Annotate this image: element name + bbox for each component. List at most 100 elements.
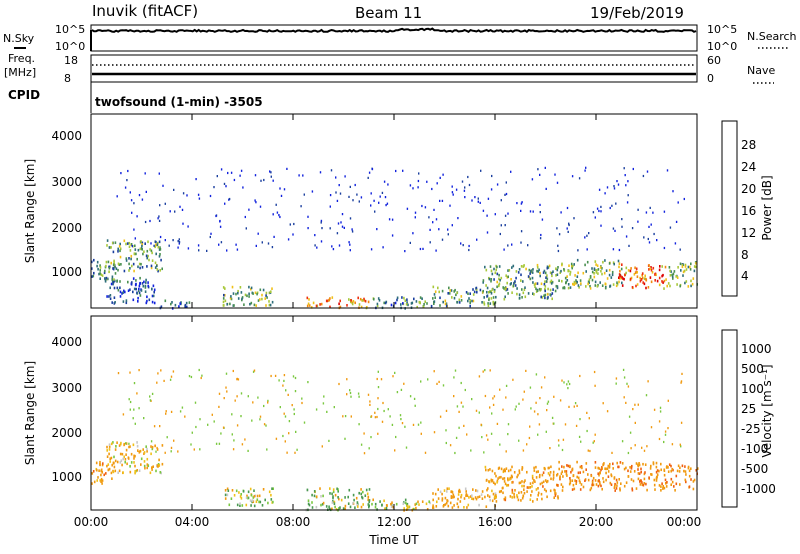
power-scatter-cell [613, 262, 615, 266]
power-scatter-cell [133, 287, 136, 291]
velocity-scatter-cell [122, 457, 124, 461]
power-speckle-cell [645, 211, 648, 214]
velocity-speckle-cell [492, 397, 494, 400]
velocity-speckle-cell [169, 378, 172, 381]
velocity-scatter-cell [569, 479, 572, 482]
velocity-scatter-cell [564, 470, 566, 473]
power-scatter-cell [608, 262, 611, 265]
velocity-scatter-cell [250, 493, 253, 497]
power-scatter-cell [229, 296, 232, 300]
velocity-scatter-cell [271, 487, 273, 490]
velocity-scatter-cell [602, 480, 605, 484]
power-speckle-cell [409, 241, 411, 244]
velocity-scatter-cell [100, 473, 102, 477]
power-scatter-cell [97, 267, 99, 271]
power-scatter-cell [487, 304, 490, 307]
power-scatter-cell [100, 273, 102, 276]
xtick-1200: 12:00 [377, 515, 412, 529]
velocity-scatter-cell [457, 505, 460, 509]
power-speckle-cell [451, 185, 453, 188]
power-speckle-cell [507, 212, 509, 215]
velocity-scatter-cell [639, 480, 641, 483]
velocity-speckle-cell [505, 396, 507, 399]
velocity-scatter-cell [357, 505, 359, 508]
power-scatter-cell [146, 295, 148, 299]
velocity-scatter-cell [552, 470, 555, 474]
power-speckle-cell [136, 215, 138, 218]
power-scatter-cell [426, 302, 428, 305]
power-scatter-cell [578, 286, 580, 289]
velocity-scatter-cell [367, 503, 370, 506]
power-scatter-cell [523, 288, 526, 291]
velocity-scatter-cell [656, 473, 659, 477]
power-scatter-cell [672, 272, 675, 276]
velocity-scatter-cell [607, 464, 610, 468]
power-speckle-cell [463, 189, 466, 192]
power-scatter-cell [472, 288, 474, 291]
velocity-speckle-cell [458, 410, 460, 413]
beam-title: Beam 11 [355, 4, 422, 22]
power-scatter-cell [248, 285, 250, 289]
power-scatter-cell [491, 288, 494, 291]
power-speckle-cell [480, 169, 482, 172]
velocity-speckle-cell [553, 395, 555, 398]
power-scatter-cell [689, 268, 692, 271]
power-scatter-cell [156, 264, 158, 268]
velocity-speckle-cell [546, 402, 549, 405]
velocity-scatter-cell [268, 490, 271, 494]
power-scatter-cell [444, 302, 447, 306]
power-speckle-cell [239, 174, 241, 177]
power-scatter-cell [691, 282, 694, 286]
velocity-scatter-cell [536, 498, 538, 501]
velocity-speckle-cell [433, 370, 435, 373]
velocity-scatter-cell [670, 469, 672, 473]
power-scatter-cell [346, 304, 348, 307]
power-speckle-cell [225, 185, 227, 188]
power-scatter-cell [524, 286, 526, 289]
power-speckle-cell [220, 241, 223, 244]
velocity-scatter-cell [91, 482, 93, 485]
power-scatter-cell [149, 248, 151, 251]
velocity-speckle-cell [412, 423, 415, 426]
velocity-scatter-cell [684, 470, 687, 473]
power-scatter-cell [601, 284, 604, 287]
velocity-scatter-cell [550, 477, 552, 481]
power-scatter-cell [110, 282, 113, 286]
power-scatter-cell [155, 252, 157, 256]
velocity-scatter-cell [143, 460, 146, 463]
power-speckle-cell [613, 185, 615, 188]
velocity-speckle-cell [529, 386, 532, 389]
velocity-scatter-cell [116, 460, 119, 464]
power-scatter-cell [654, 273, 656, 276]
power-speckle-cell [388, 218, 391, 221]
power-scatter-cell [493, 290, 496, 294]
power-scatter-cell [350, 299, 352, 302]
velocity-scatter-cell [531, 485, 533, 488]
velocity-scatter-cell [503, 497, 506, 501]
freq-strip-frame [90, 54, 698, 83]
power-scatter-cell [535, 290, 538, 293]
velocity-speckle-cell [545, 430, 547, 433]
velocity-scatter-cell [531, 490, 533, 493]
velocity-scatter-cell [576, 475, 578, 479]
velocity-speckle-cell [645, 394, 648, 397]
velocity-speckle-cell [518, 402, 520, 405]
power-speckle-cell [529, 210, 532, 213]
power-scatter-cell [597, 272, 599, 275]
power-speckle-cell [500, 199, 502, 202]
velocity-scatter-cell [385, 506, 388, 510]
power-speckle-cell [335, 191, 337, 194]
velocity-scatter-cell [364, 494, 367, 497]
power-speckle-cell [340, 221, 342, 224]
power-scatter-cell [503, 297, 506, 301]
velocity-scatter-cell [666, 481, 668, 484]
power-scatter-cell [567, 283, 570, 286]
velocity-speckle-cell [667, 399, 669, 402]
velocity-speckle-cell [505, 450, 507, 453]
velocity-scatter-cell [332, 496, 334, 500]
velocity-scatter-cell [334, 493, 337, 497]
velocity-scatter-cell [489, 498, 491, 502]
power-speckle-cell [289, 223, 291, 226]
cpid-label: CPID [8, 88, 40, 102]
velocity-scatter-cell [156, 464, 159, 468]
